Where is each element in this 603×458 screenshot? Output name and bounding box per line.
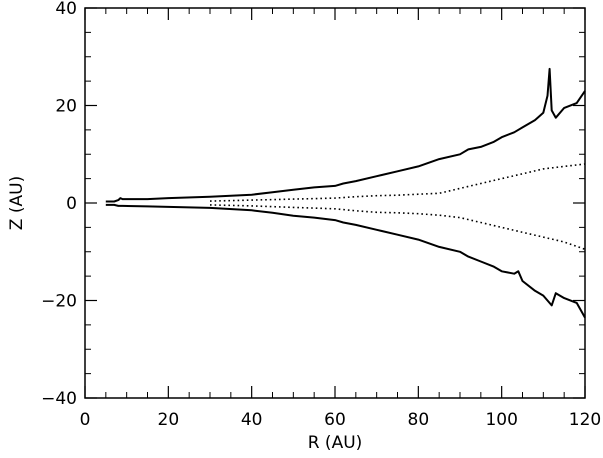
series-layer <box>105 67 586 319</box>
series-line-1 <box>105 67 586 203</box>
x-axis-label: R (AU) <box>308 433 363 453</box>
y-tick-label: −20 <box>41 292 77 312</box>
y-axis-label: Z (AU) <box>7 176 27 230</box>
x-tick-label: 120 <box>569 410 601 430</box>
x-tick-label: 40 <box>241 410 263 430</box>
y-tick-label: 0 <box>66 194 77 214</box>
x-tick-label: 100 <box>485 410 517 430</box>
x-tick-label: 20 <box>158 410 180 430</box>
x-tick-label: 60 <box>324 410 346 430</box>
tick-layer: 0 20 40 60 80 100 120 −40 −20 0 20 40 <box>41 0 601 430</box>
series-line-3 <box>209 163 586 202</box>
series-line-2 <box>105 203 586 319</box>
y-tick-label: −40 <box>41 389 77 409</box>
x-tick-label: 0 <box>80 410 91 430</box>
y-tick-label: 40 <box>55 0 77 19</box>
y-tick-label: 20 <box>55 97 77 117</box>
plot-frame <box>84 7 586 399</box>
x-tick-label: 80 <box>408 410 430 430</box>
